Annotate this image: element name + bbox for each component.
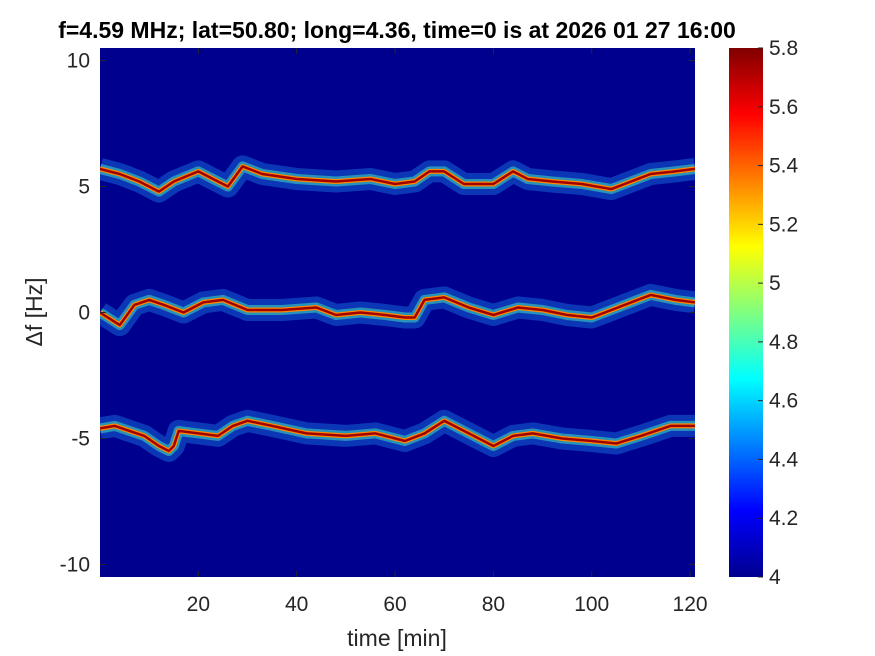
trace-ridge-2 (100, 419, 695, 453)
x-tick-label: 80 (482, 593, 505, 616)
y-tick-label: 5 (78, 176, 90, 199)
y-axis: -10 -5 0 5 10 (60, 50, 695, 576)
colorbar-tick-label: 5 (769, 272, 781, 295)
y-tick-label: 0 (78, 302, 90, 325)
colorbar-tick-label: 4.4 (769, 448, 799, 471)
y-axis-label: Δf [Hz] (21, 277, 47, 346)
x-tick-label: 60 (383, 593, 406, 616)
colorbar-tick-label: 5.4 (769, 155, 799, 178)
trace-ridge-1 (100, 293, 695, 327)
colorbar-tick-label: 4.2 (769, 507, 798, 530)
x-tick-label: 120 (673, 593, 708, 616)
trace-ridge-0 (100, 165, 695, 193)
heatmap-layer (100, 155, 695, 462)
x-axis: 20 40 60 80 100 120 (187, 48, 708, 616)
x-tick-label: 100 (574, 593, 609, 616)
y-tick-label: 10 (67, 50, 90, 73)
colorbar-tick-label: 5.8 (769, 37, 798, 60)
colorbar-tick-label: 4 (769, 566, 781, 589)
colorbar-axis: 4 4.2 4.4 4.6 4.8 5 5.2 5.4 5.6 5.8 (758, 37, 799, 589)
x-tick-label: 20 (187, 593, 210, 616)
x-tick-label: 40 (285, 593, 308, 616)
colorbar-tick-label: 5.2 (769, 213, 798, 236)
y-tick-label: -10 (60, 553, 90, 576)
colorbar-tick-label: 4.6 (769, 390, 798, 413)
y-tick-label: -5 (71, 427, 90, 450)
x-axis-label: time [min] (347, 625, 447, 651)
colorbar (729, 48, 763, 577)
colorbar-tick-label: 5.6 (769, 96, 798, 119)
chart-title: f=4.59 MHz; lat=50.80; long=4.36, time=0… (58, 17, 736, 43)
colorbar-tick-label: 4.8 (769, 331, 798, 354)
